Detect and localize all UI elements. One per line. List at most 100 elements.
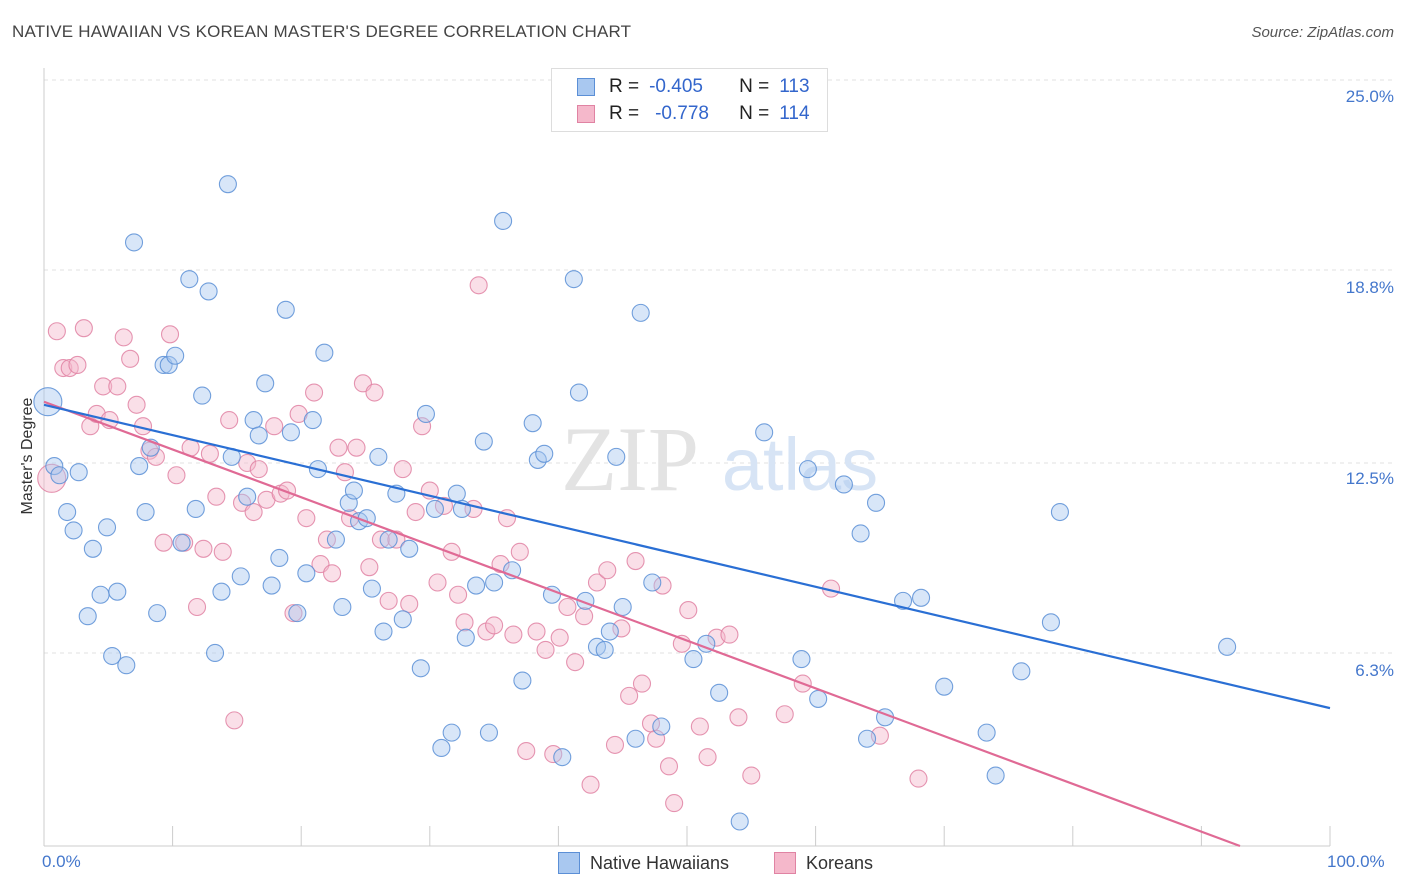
y-tick-label: 6.3% (1355, 661, 1394, 680)
native-hawaiian-point (485, 573, 504, 592)
korean-point (146, 447, 165, 466)
y-tick-label: 25.0% (1345, 87, 1394, 106)
korean-point (575, 607, 594, 626)
korean-point (323, 564, 342, 583)
korean-point (47, 322, 66, 341)
native-hawaiian-point (231, 567, 250, 586)
korean-point (379, 591, 398, 610)
korean-point (620, 686, 639, 705)
korean-point (297, 509, 316, 528)
native-hawaiian-point (180, 270, 199, 289)
series-legend-koreans: Koreans (774, 852, 873, 874)
korean-point (449, 585, 468, 604)
native-hawaiian-point (893, 591, 913, 610)
korean-point (485, 616, 504, 635)
native-hawaiian-point (69, 463, 88, 482)
korean-point (455, 613, 474, 632)
native-hawaiian-point (148, 604, 167, 623)
korean-point (265, 417, 284, 436)
korean-point (742, 766, 761, 785)
watermark-atlas: atlas (722, 423, 878, 506)
native-hawaiian-point (513, 671, 532, 690)
native-hawaiian-point (400, 539, 419, 558)
legend-swatch-blue (577, 78, 595, 96)
korean-point (698, 748, 717, 767)
korean-point (527, 622, 546, 641)
y-tick-label: 12.5% (1345, 469, 1394, 488)
korean-point (225, 711, 244, 730)
y-tick-label: 18.8% (1345, 278, 1394, 297)
korean-point (305, 383, 324, 402)
korean-point (220, 411, 239, 430)
korean-point (517, 741, 536, 761)
korean-point (729, 708, 748, 727)
native-hawaiian-point (986, 766, 1005, 785)
native-hawaiian-point (199, 282, 218, 301)
korean-point (329, 438, 348, 457)
native-hawaiian-point (652, 717, 671, 736)
native-hawaiian-point (244, 411, 263, 430)
native-hawaiian-point (535, 444, 554, 463)
legend-n-value: 114 (779, 103, 810, 124)
native-hawaiian-point (124, 233, 144, 252)
korean-point (114, 328, 133, 347)
source-label: Source: ZipAtlas.com (1251, 24, 1394, 41)
native-hawaiian-point (851, 524, 870, 543)
native-hawaiian-point (626, 729, 645, 748)
korean-point (653, 576, 672, 595)
series-swatch-pink (774, 852, 796, 874)
korean-point (469, 276, 488, 295)
korean-point (74, 319, 93, 338)
korean-point (94, 377, 113, 396)
korean-point (581, 775, 600, 794)
korean-point (632, 674, 652, 693)
native-hawaiian-point (613, 597, 632, 617)
native-hawaiian-point (276, 300, 295, 319)
legend-row-koreans: R = -0.778 N = 114 (577, 102, 810, 126)
korean-point (360, 558, 379, 577)
korean-point (598, 561, 617, 580)
native-hawaiian-point (78, 607, 97, 626)
korean-point (566, 653, 585, 672)
native-hawaiians-points (33, 175, 1237, 831)
native-hawaiian-point (249, 426, 268, 445)
native-hawaiian-point (108, 582, 127, 601)
legend-n-label: N = (739, 76, 770, 97)
native-hawaiian-point (857, 729, 877, 748)
native-hawaiian-point (136, 502, 155, 522)
korean-point (68, 355, 87, 375)
native-hawaiian-point (643, 573, 662, 592)
legend-swatch-pink (577, 105, 595, 123)
native-hawaiian-point (50, 466, 69, 485)
legend-r-value: -0.778 (655, 103, 709, 124)
native-hawaiian-point (1041, 613, 1060, 632)
series-name: Koreans (806, 852, 874, 873)
korean-point (194, 539, 213, 558)
korean-point (550, 628, 569, 647)
korean-point (200, 444, 219, 463)
native-hawaiian-point (416, 404, 435, 424)
native-hawaiian-point (442, 723, 461, 742)
native-hawaiian-point (369, 447, 388, 466)
native-hawaiian-point (64, 521, 83, 540)
native-hawaiian-point (186, 499, 205, 519)
native-hawaiian-point (600, 622, 619, 641)
native-hawaiian-point (45, 457, 64, 476)
korean-point (406, 502, 425, 522)
axes (43, 68, 1331, 847)
korean-point (127, 395, 146, 414)
native-hawaiian-point (866, 493, 886, 512)
native-hawaiian-point (564, 270, 583, 289)
trend-lines (43, 400, 1331, 848)
korean-point (491, 555, 510, 574)
korean-point (108, 377, 127, 396)
native-hawaiian-point (474, 432, 493, 451)
native-hawaiian-point (379, 530, 398, 549)
korean-point (284, 604, 303, 623)
native-hawaiian-point (362, 579, 381, 598)
correlation-legend: R = -0.405 N = 113 R = -0.778 N = 114 (551, 68, 828, 132)
native-hawaiian-point (710, 683, 729, 702)
korean-point (510, 542, 529, 561)
legend-row-native-hawaiians: R = -0.405 N = 113 (577, 75, 810, 99)
